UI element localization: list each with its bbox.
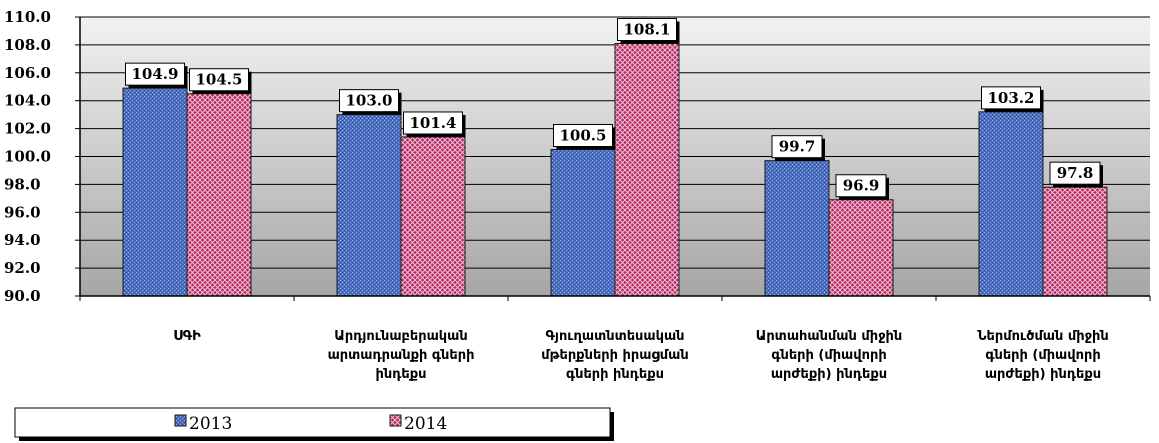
data-label: 104.9 (132, 65, 179, 83)
data-label: 103.2 (988, 89, 1035, 107)
bar-2014 (829, 200, 893, 296)
bar-2013 (979, 112, 1043, 296)
category-label: Գյուղատնտեսական մթերքների իրացման գների ին… (541, 329, 688, 382)
y-tick-label: 90.0 (4, 287, 41, 305)
y-tick-label: 108.0 (4, 36, 51, 54)
y-tick-label: 110.0 (4, 8, 51, 26)
y-tick-label: 102.0 (4, 120, 51, 138)
y-tick-labels: 90.0 92.0 94.0 96.0 98.0 100.0 102.0 104.0 106.0… (4, 8, 51, 305)
y-tick-label: 104.0 (4, 92, 51, 110)
bar-2014 (187, 94, 251, 296)
category-label: Ներմուծման միջին գների (միավորի արժեքի) ին… (977, 329, 1109, 382)
legend-swatch-2014 (390, 415, 401, 426)
data-label: 103.0 (346, 92, 393, 110)
y-tick-label: 92.0 (4, 259, 41, 277)
legend-box (15, 408, 610, 437)
bar-2014 (615, 44, 679, 296)
y-tick-label: 106.0 (4, 64, 51, 82)
legend-label: 2014 (404, 414, 447, 434)
y-tick-label: 94.0 (4, 231, 41, 249)
bar-2013 (123, 88, 187, 296)
y-tick-label: 100.0 (4, 148, 51, 166)
data-label: 108.1 (624, 21, 671, 39)
y-tick-label: 98.0 (4, 175, 41, 193)
bar-2014 (401, 137, 465, 296)
legend-label: 2013 (189, 414, 232, 434)
data-label: 99.7 (779, 138, 816, 156)
category-label: Արդյունաբերական արտադրանքի գների ինդեքս (328, 329, 475, 382)
category-label: ՍԳԻ (173, 329, 201, 344)
y-tick-label: 96.0 (4, 203, 41, 221)
legend: 2013 2014 (15, 408, 614, 441)
category-labels: ՍԳԻ Արդյունաբերական արտադրանքի գների ինդեքս… (173, 329, 1109, 382)
legend-swatch-2013 (175, 415, 186, 426)
bar-2013 (337, 115, 401, 296)
data-label: 100.5 (560, 127, 607, 145)
category-label: Արտահանման միջին գների (միավորի արժեքի) ին… (756, 329, 902, 382)
data-label: 104.5 (196, 71, 243, 89)
bar-2013 (765, 161, 829, 296)
bar-2014 (1043, 187, 1107, 296)
data-label: 101.4 (410, 114, 457, 132)
data-label: 97.8 (1057, 164, 1094, 182)
bar-2013 (551, 150, 615, 296)
data-label: 96.9 (843, 177, 880, 195)
